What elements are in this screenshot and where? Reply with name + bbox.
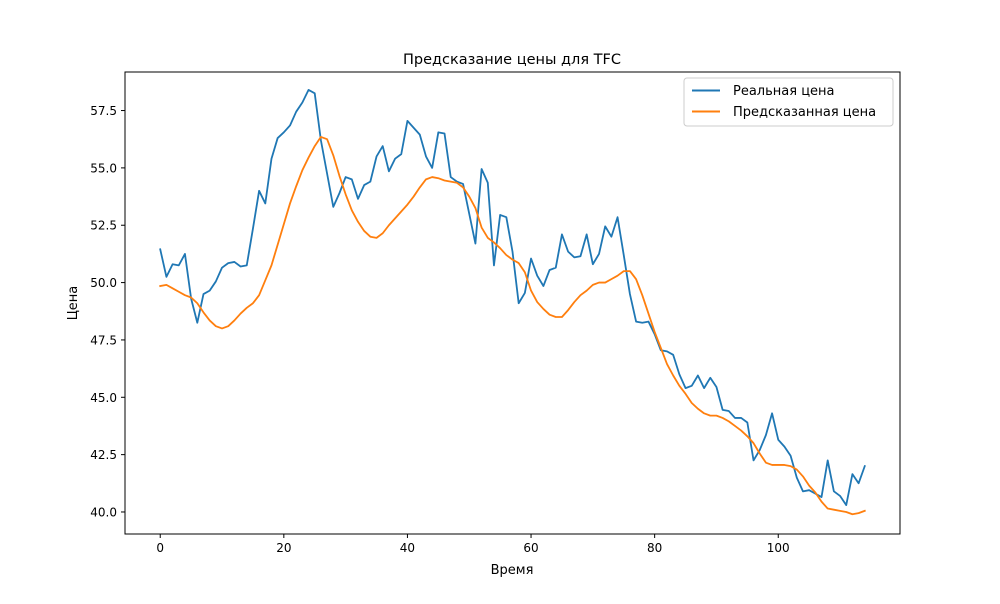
y-axis-label: Цена <box>66 286 81 321</box>
series-line-0 <box>159 88 866 507</box>
y-axis-ticks: 40.0 42.5 45.0 47.5 50.0 52.5 55.0 57.5 <box>90 104 125 519</box>
y-tick-label: 47.5 <box>90 333 117 347</box>
y-tick-label: 40.0 <box>90 505 117 519</box>
y-tick-label: 55.0 <box>90 161 117 175</box>
legend-box <box>683 77 894 127</box>
y-tick-label: 50.0 <box>90 276 117 290</box>
x-axis-ticks: 0 20 40 60 80 100 <box>156 534 790 555</box>
legend: Реальная цена Предсказанная цена <box>683 77 894 127</box>
x-tick-label: 60 <box>523 541 538 555</box>
plot-frame <box>124 71 901 535</box>
y-tick-label: 45.0 <box>90 391 117 405</box>
x-axis-label: Время <box>491 563 534 578</box>
x-tick-label: 0 <box>156 541 164 555</box>
legend-label-predicted-price: Предсказанная цена <box>733 105 876 120</box>
legend-label-real-price: Реальная цена <box>733 84 835 99</box>
x-tick-label: 20 <box>276 541 291 555</box>
chart-title: Предсказание цены для TFC <box>403 52 621 68</box>
plot-lines <box>159 88 866 516</box>
x-tick-label: 100 <box>767 541 790 555</box>
x-tick-label: 80 <box>647 541 662 555</box>
x-tick-label: 40 <box>400 541 415 555</box>
series-line-1 <box>159 136 866 516</box>
y-tick-label: 42.5 <box>90 448 117 462</box>
y-tick-label: 57.5 <box>90 104 117 118</box>
y-tick-label: 52.5 <box>90 219 117 233</box>
